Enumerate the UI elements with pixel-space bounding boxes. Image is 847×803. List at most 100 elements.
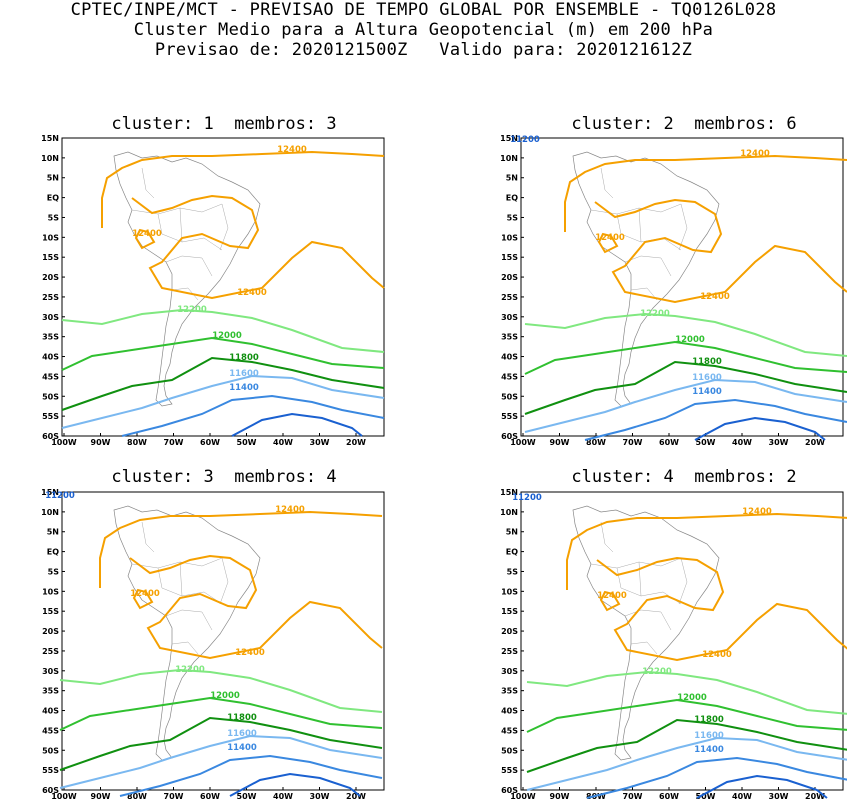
- lon-tick-label: 60W: [659, 792, 679, 801]
- map-area: 15N 10N 5N EQ 5S 10S 15S 20S 25S 30S 35S 40S 45S 50S 5…: [500, 134, 847, 447]
- lat-tick-label: 40S: [501, 707, 518, 716]
- contour-label: 11600: [227, 729, 257, 739]
- contour-line: [596, 556, 847, 662]
- lat-tick-label: 25S: [42, 647, 59, 656]
- contour-label: 12000: [675, 335, 705, 345]
- contour-label: 11200: [510, 135, 540, 145]
- contour-label: 11600: [229, 369, 259, 379]
- lon-tick-label: 90W: [550, 438, 570, 447]
- header-line-2: Cluster Medio para a Altura Geopotencial…: [133, 20, 714, 40]
- lat-tick-label: EQ: [47, 548, 59, 557]
- lon-tick-label: 100W: [510, 438, 536, 447]
- coastline: [572, 505, 720, 761]
- contour-label: 12400: [700, 292, 730, 302]
- lat-tick-label: 35S: [42, 333, 59, 342]
- lat-tick-label: 30S: [501, 667, 518, 676]
- lon-tick-label: 50W: [696, 792, 716, 801]
- contour-line: [59, 696, 383, 731]
- contour-line: [59, 734, 383, 789]
- contour-line: [696, 774, 828, 799]
- lat-tick-label: 60S: [42, 786, 59, 795]
- coastline: [113, 151, 261, 407]
- contour-line: [59, 668, 383, 713]
- lon-tick-label: 40W: [273, 792, 293, 801]
- lon-tick-label: 80W: [586, 438, 606, 447]
- contour-line: [526, 698, 847, 733]
- contour-label: 12400: [597, 591, 627, 601]
- lon-tick-label: 80W: [127, 792, 147, 801]
- lat-tick-label: 60S: [501, 786, 518, 795]
- map-frame: [61, 491, 385, 791]
- contour-label: 12200: [640, 309, 670, 319]
- lat-tick-label: 20S: [501, 273, 518, 282]
- lat-tick-label: 55S: [501, 412, 518, 421]
- contour-label: 12400: [237, 288, 267, 298]
- lon-tick-label: 60W: [200, 438, 220, 447]
- contour-label: 11600: [692, 373, 722, 383]
- lon-tick-label: 100W: [51, 438, 77, 447]
- contour-line: [59, 716, 383, 771]
- lat-tick-label: 45S: [501, 726, 518, 735]
- lon-tick-label: 40W: [732, 792, 752, 801]
- lat-tick-label: 10S: [501, 233, 518, 242]
- lat-tick-label: 10S: [42, 587, 59, 596]
- lat-tick-label: 10N: [41, 154, 59, 163]
- lat-tick-label: 5N: [47, 174, 59, 183]
- contour-label: 12200: [642, 667, 672, 677]
- contour-label: 12200: [177, 305, 207, 315]
- lon-tick-label: 20W: [805, 438, 825, 447]
- panel-title: cluster: 3 membros: 4: [111, 467, 337, 487]
- lon-tick-label: 30W: [769, 792, 789, 801]
- lat-tick-label: 45S: [42, 726, 59, 735]
- lon-tick-label: 20W: [805, 792, 825, 801]
- contour-label: 11400: [694, 745, 724, 755]
- country-borders: [131, 167, 229, 301]
- lat-tick-label: 15S: [42, 607, 59, 616]
- panel-title: cluster: 1 membros: 3: [111, 114, 337, 134]
- lat-tick-label: 10S: [42, 233, 59, 242]
- lat-tick-label: 30S: [42, 667, 59, 676]
- lat-tick-label: 50S: [501, 746, 518, 755]
- lat-tick-label: 40S: [501, 353, 518, 362]
- country-borders: [590, 167, 688, 301]
- lat-tick-label: 55S: [501, 766, 518, 775]
- lat-tick-label: EQ: [506, 548, 518, 557]
- contour-line: [229, 772, 361, 797]
- lat-tick-label: 15N: [500, 488, 518, 497]
- lat-tick-label: 60S: [42, 432, 59, 441]
- contour-line: [524, 360, 847, 415]
- lat-tick-label: 20S: [501, 627, 518, 636]
- contour-label: 11400: [229, 383, 259, 393]
- lat-tick-label: 45S: [42, 372, 59, 381]
- contour-line: [584, 398, 847, 441]
- lat-tick-label: 15N: [41, 134, 59, 143]
- contour-line: [694, 416, 826, 441]
- contour-label: 11800: [229, 353, 259, 363]
- country-borders: [590, 521, 688, 655]
- contour-line: [526, 718, 847, 773]
- lon-tick-label: 50W: [237, 438, 257, 447]
- panel-title: cluster: 4 membros: 2: [571, 467, 797, 487]
- contour-label: 11200: [45, 491, 75, 501]
- lat-tick-label: 25S: [501, 293, 518, 302]
- lat-tick-label: 30S: [501, 313, 518, 322]
- figure-header: CPTEC/INPE/MCT - PREVISAO DE TEMPO GLOBA…: [0, 0, 847, 60]
- lon-tick-label: 70W: [164, 438, 184, 447]
- lat-tick-label: 50S: [42, 746, 59, 755]
- contour-label: 12400: [595, 233, 625, 243]
- contour-line: [132, 588, 154, 610]
- lat-tick-label: 15S: [501, 253, 518, 262]
- contour-label: 12400: [132, 229, 162, 239]
- lat-tick-label: 5N: [506, 528, 518, 537]
- contour-line: [61, 336, 385, 371]
- lat-tick-label: 35S: [42, 687, 59, 696]
- lon-tick-label: 90W: [550, 792, 570, 801]
- lon-tick-label: 50W: [696, 438, 716, 447]
- lat-tick-label: 35S: [501, 687, 518, 696]
- lon-tick-label: 40W: [273, 438, 293, 447]
- lat-tick-label: 35S: [501, 333, 518, 342]
- lon-tick-label: 60W: [659, 438, 679, 447]
- lon-tick-label: 30W: [310, 438, 330, 447]
